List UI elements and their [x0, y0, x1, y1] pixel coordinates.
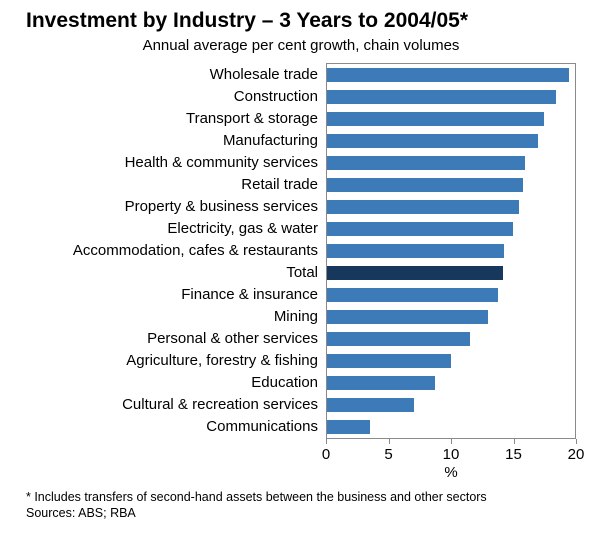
- chart-body: Wholesale trade Construction Transport & s…: [26, 63, 576, 439]
- category-label: Agriculture, forestry & fishing: [126, 351, 318, 369]
- bar-row: [327, 174, 575, 196]
- category-label: Mining: [273, 307, 318, 325]
- bar: [327, 90, 557, 104]
- bar: [327, 178, 523, 192]
- bar: [327, 354, 451, 368]
- bar-row: [327, 306, 575, 328]
- tick-mark: [388, 439, 390, 444]
- bar-row: [327, 218, 575, 240]
- category-label: Finance & insurance: [181, 285, 318, 303]
- bar: [327, 288, 499, 302]
- category-labels: Wholesale trade Construction Transport & s…: [26, 63, 326, 439]
- bar-row: [327, 416, 575, 438]
- category-label: Retail trade: [241, 175, 318, 193]
- bar-row: [327, 86, 575, 108]
- footnotes: * Includes transfers of second-hand asse…: [26, 489, 576, 521]
- tick-mark: [513, 439, 515, 444]
- bar-row: [327, 240, 575, 262]
- bar: [327, 310, 489, 324]
- bar-row: [327, 152, 575, 174]
- bar: [327, 420, 371, 434]
- category-label: Total: [286, 263, 318, 281]
- bar-row: [327, 372, 575, 394]
- bar: [327, 200, 520, 214]
- bar-row: [327, 350, 575, 372]
- category-label: Property & business services: [124, 197, 318, 215]
- bar: [327, 222, 513, 236]
- tick-mark: [326, 439, 327, 444]
- category-label: Transport & storage: [185, 109, 318, 127]
- bar: [327, 244, 505, 258]
- chart-title: Investment by Industry – 3 Years to 2004…: [26, 9, 468, 32]
- x-axis-ticks: [326, 439, 577, 444]
- tick-label: 10: [442, 446, 460, 463]
- category-label: Construction: [233, 87, 318, 105]
- bar-row: [327, 196, 575, 218]
- footnote-sources: Sources: ABS; RBA: [26, 506, 136, 520]
- bar-row: [327, 328, 575, 350]
- bar-row: [327, 262, 575, 284]
- category-label: Communications: [206, 417, 318, 435]
- bar: [327, 134, 538, 148]
- category-label: Electricity, gas & water: [167, 219, 318, 237]
- chart-subtitle: Annual average per cent growth, chain vo…: [142, 37, 460, 54]
- bar: [327, 68, 569, 82]
- tick-label: 0: [321, 446, 331, 463]
- category-label: Wholesale trade: [209, 65, 318, 83]
- bar-row: [327, 130, 575, 152]
- category-label: Accommodation, cafes & restaurants: [72, 241, 318, 259]
- tick-label: 5: [384, 446, 393, 463]
- bar: [327, 398, 414, 412]
- tick-mark: [451, 439, 452, 444]
- bar: [327, 376, 435, 390]
- category-label: Education: [251, 373, 318, 391]
- category-label: Health & community services: [124, 153, 318, 171]
- category-label: Personal & other services: [147, 329, 318, 347]
- bar: [327, 332, 470, 346]
- category-label: Cultural & recreation services: [122, 395, 318, 413]
- bar-row: [327, 108, 575, 130]
- x-axis-tick-labels: 0 5 10 15 20: [322, 444, 585, 463]
- bar: [327, 156, 526, 170]
- tick-label: 15: [505, 446, 522, 463]
- category-label: Manufacturing: [222, 131, 318, 149]
- bar-total: [327, 266, 504, 280]
- bar-row: [327, 284, 575, 306]
- bar-row: [327, 64, 575, 86]
- bar: [327, 112, 544, 126]
- plot-area: [326, 63, 576, 439]
- tick-label: 20: [567, 446, 585, 463]
- bar-row: [327, 394, 575, 416]
- footnote-asterisk: * Includes transfers of second-hand asse…: [26, 490, 487, 504]
- tick-mark: [576, 439, 577, 444]
- x-axis-unit-label: %: [444, 464, 458, 481]
